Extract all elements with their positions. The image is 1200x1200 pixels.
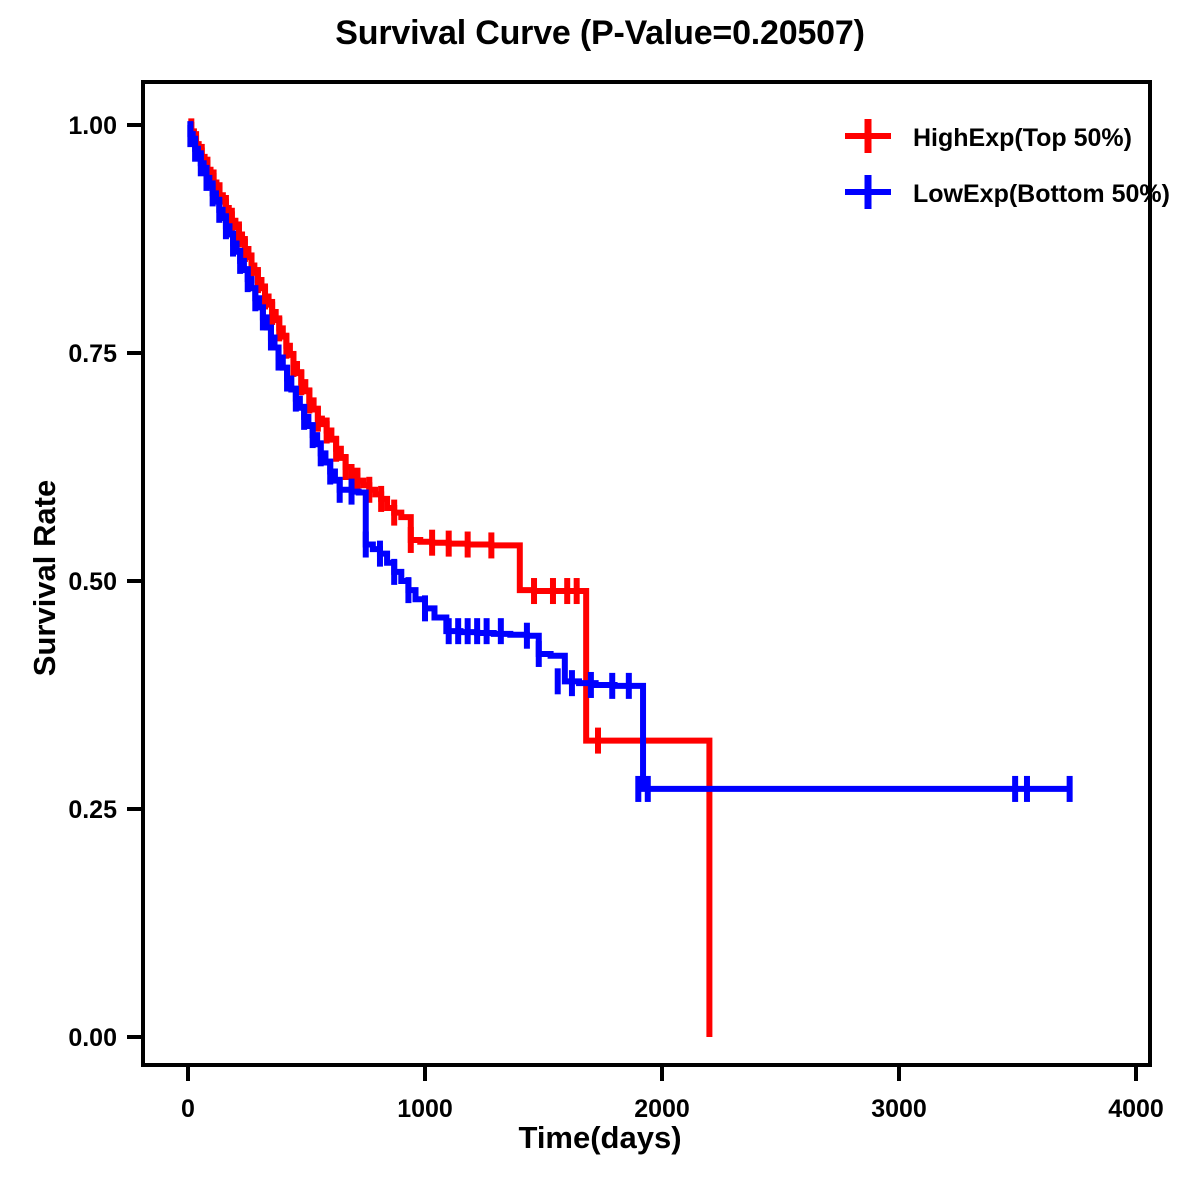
- y-tick-label: 0.50: [68, 568, 117, 596]
- legend-label: LowExp(Bottom 50%): [913, 180, 1170, 208]
- x-tick-label: 1000: [397, 1095, 453, 1123]
- axis-ticks: 0 1000 2000 3000 4000 0.00 0.25 0.50 0.75 1.00: [68, 112, 1163, 1123]
- y-tick-label: 0.00: [68, 1024, 117, 1052]
- y-axis-label: Survival Rate: [27, 479, 62, 677]
- y-tick-label: 1.00: [68, 112, 117, 140]
- x-axis-label: Time(days): [518, 1120, 682, 1155]
- x-tick-label: 4000: [1108, 1095, 1164, 1123]
- axis-frame: [141, 80, 1152, 1067]
- plot-border: [141, 80, 1152, 1067]
- x-tick-label: 0: [181, 1095, 195, 1123]
- x-tick-label: 3000: [871, 1095, 927, 1123]
- x-tick-label: 2000: [634, 1095, 690, 1123]
- legend: HighExp(Top 50%) LowExp(Bottom 50%): [845, 119, 1170, 209]
- survival-step-line-high: [188, 122, 713, 1037]
- legend-label: HighExp(Top 50%): [913, 124, 1132, 152]
- page-title: Survival Curve (P-Value=0.20507): [335, 14, 865, 52]
- y-tick-label: 0.25: [68, 796, 117, 824]
- series-lines: [187, 118, 1073, 1037]
- y-tick-label: 0.75: [68, 340, 117, 368]
